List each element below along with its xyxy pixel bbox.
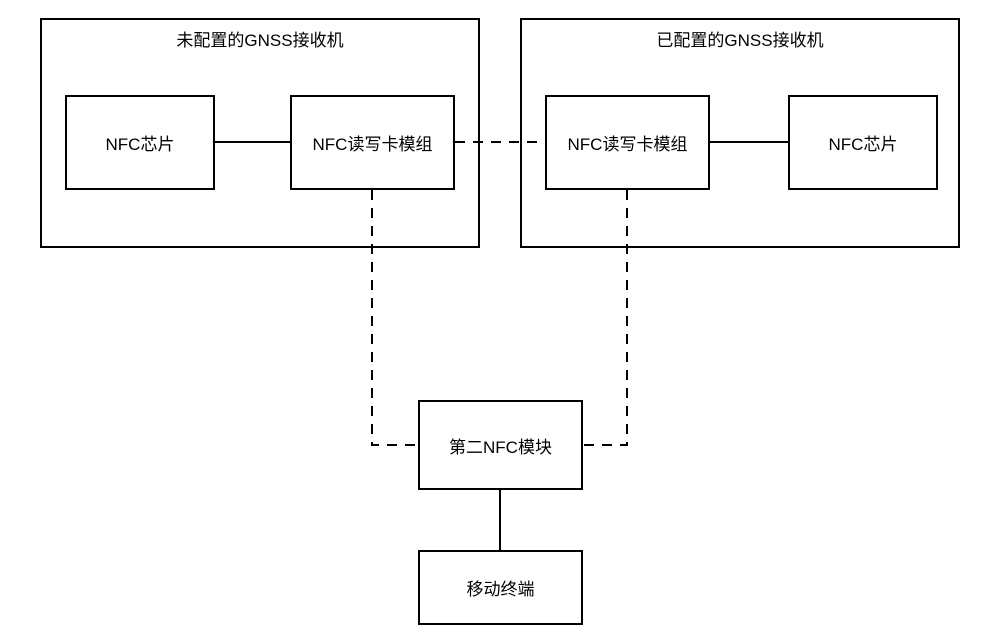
diagram-canvas: 未配置的GNSS接收机 已配置的GNSS接收机 NFC芯片 NFC读写卡模组 N…: [0, 0, 1000, 644]
connector-dashed-rw-right-to-nfc2: [0, 0, 1000, 644]
